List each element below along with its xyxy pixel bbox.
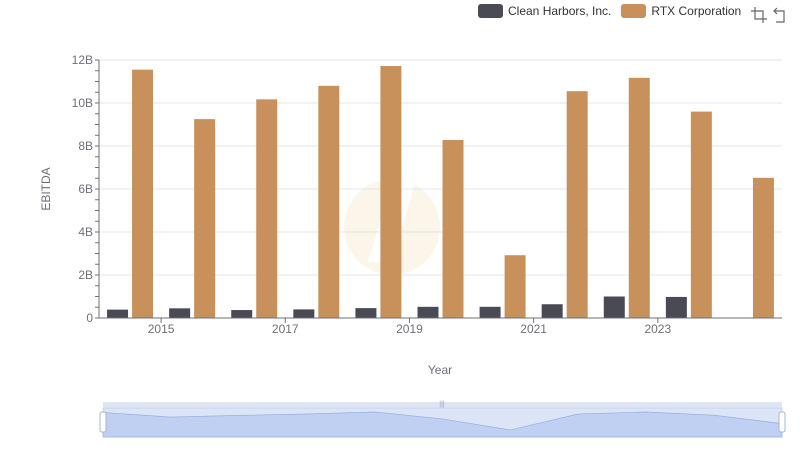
bar-rtx[interactable]	[318, 85, 340, 318]
bar-clean-harbors[interactable]	[417, 306, 439, 318]
data-zoom-selection[interactable]	[103, 408, 782, 437]
y-tick-label: 6B	[78, 182, 93, 196]
legend: Clean Harbors, Inc. RTX Corporation	[478, 4, 751, 18]
legend-label-clean-harbors: Clean Harbors, Inc.	[508, 4, 612, 18]
zoom-select-icon[interactable]	[750, 6, 768, 24]
x-axis-label: Year	[428, 363, 452, 377]
x-axis-tick-labels: 2015 2017 2019 2021 2023	[148, 318, 671, 336]
bar-rtx[interactable]	[690, 111, 712, 318]
x-tick-label: 2021	[520, 322, 547, 336]
bar-rtx[interactable]	[380, 66, 402, 319]
bar-rtx[interactable]	[256, 99, 278, 318]
bar-clean-harbors[interactable]	[541, 304, 563, 318]
bar-clean-harbors[interactable]	[107, 309, 129, 318]
data-zoom-grip-icon[interactable]: |||	[439, 401, 445, 408]
axes	[95, 59, 782, 319]
bar-rtx[interactable]	[132, 69, 154, 318]
bars	[107, 66, 774, 319]
legend-item-rtx[interactable]: RTX Corporation	[621, 4, 741, 18]
x-tick-label: 2019	[396, 322, 423, 336]
bar-rtx[interactable]	[752, 177, 774, 318]
x-tick-label: 2015	[148, 322, 175, 336]
toolbox	[746, 6, 790, 24]
y-axis-label: EBITDA	[39, 167, 53, 210]
zoom-reset-icon[interactable]	[772, 6, 790, 24]
y-tick-label: 2B	[78, 268, 93, 282]
x-tick-label: 2017	[272, 322, 299, 336]
legend-swatch-rtx	[621, 4, 647, 18]
y-tick-label: 10B	[72, 96, 93, 110]
bar-clean-harbors[interactable]	[169, 308, 191, 318]
bar-rtx[interactable]	[566, 91, 588, 318]
bar-rtx[interactable]	[442, 139, 464, 318]
bar-rtx[interactable]	[194, 119, 216, 318]
bar-clean-harbors[interactable]	[603, 296, 625, 319]
legend-label-rtx: RTX Corporation	[651, 4, 742, 18]
y-tick-label: 0	[86, 311, 93, 325]
bar-clean-harbors[interactable]	[293, 309, 315, 318]
legend-swatch-clean-harbors	[478, 4, 503, 18]
x-tick-label: 2023	[644, 322, 671, 336]
bar-rtx[interactable]	[628, 77, 650, 318]
bar-clean-harbors[interactable]	[231, 310, 253, 318]
y-tick-label: 8B	[78, 139, 93, 153]
data-zoom-left-handle[interactable]	[99, 411, 107, 433]
data-zoom-top-bar[interactable]	[103, 402, 782, 408]
bar-rtx[interactable]	[504, 255, 526, 318]
legend-item-clean-harbors[interactable]: Clean Harbors, Inc.	[478, 4, 611, 18]
y-tick-label: 4B	[78, 225, 93, 239]
data-zoom-slider[interactable]: |||	[99, 401, 786, 438]
bar-clean-harbors[interactable]	[665, 296, 687, 318]
bar-clean-harbors[interactable]	[355, 308, 377, 318]
y-tick-label: 12B	[72, 53, 93, 67]
y-axis-tick-labels: 0 2B 4B 6B 8B 10B 12B	[72, 53, 94, 325]
data-zoom-preview-area	[102, 411, 783, 438]
bar-clean-harbors[interactable]	[479, 306, 501, 318]
data-zoom-right-handle[interactable]	[778, 411, 786, 433]
